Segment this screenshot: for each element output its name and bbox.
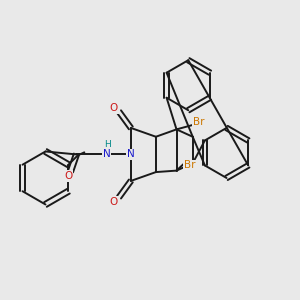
Text: N: N bbox=[103, 149, 110, 159]
Text: Br: Br bbox=[184, 160, 196, 170]
Text: O: O bbox=[110, 103, 118, 113]
Text: N: N bbox=[127, 149, 135, 159]
Text: H: H bbox=[104, 140, 111, 149]
Text: O: O bbox=[110, 196, 118, 206]
Text: Br: Br bbox=[193, 117, 204, 127]
Text: O: O bbox=[64, 171, 72, 181]
